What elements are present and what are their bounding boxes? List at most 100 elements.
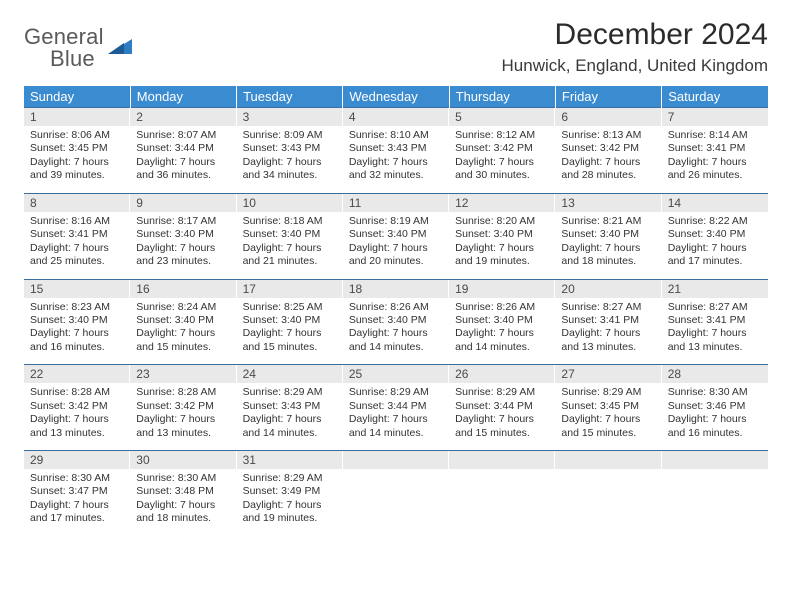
sunset-line: Sunset: 3:45 PM (30, 142, 124, 155)
sunset-line: Sunset: 3:42 PM (561, 142, 655, 155)
day-body: Sunrise: 8:30 AMSunset: 3:46 PMDaylight:… (662, 383, 768, 450)
sunrise-line: Sunrise: 8:13 AM (561, 129, 655, 142)
day-number: 8 (24, 194, 130, 212)
calendar-day-cell (555, 451, 661, 536)
day-body: Sunrise: 8:17 AMSunset: 3:40 PMDaylight:… (130, 212, 236, 279)
daylight-line: Daylight: 7 hours and 14 minutes. (349, 327, 443, 354)
daylight-line: Daylight: 7 hours and 15 minutes. (136, 327, 230, 354)
sunset-line: Sunset: 3:40 PM (30, 314, 124, 327)
calendar-day-cell: 17Sunrise: 8:25 AMSunset: 3:40 PMDayligh… (237, 279, 343, 365)
daylight-line: Daylight: 7 hours and 13 minutes. (136, 413, 230, 440)
day-number: 3 (237, 108, 343, 126)
calendar-day-cell: 2Sunrise: 8:07 AMSunset: 3:44 PMDaylight… (130, 108, 236, 194)
calendar-day-cell (449, 451, 555, 536)
weekday-header: Friday (555, 86, 661, 108)
sunrise-line: Sunrise: 8:10 AM (349, 129, 443, 142)
daylight-line: Daylight: 7 hours and 32 minutes. (349, 156, 443, 183)
sunrise-line: Sunrise: 8:26 AM (455, 301, 549, 314)
daylight-line: Daylight: 7 hours and 30 minutes. (455, 156, 549, 183)
calendar-day-cell: 6Sunrise: 8:13 AMSunset: 3:42 PMDaylight… (555, 108, 661, 194)
sunset-line: Sunset: 3:41 PM (668, 142, 762, 155)
day-number: 16 (130, 280, 236, 298)
day-body: Sunrise: 8:30 AMSunset: 3:48 PMDaylight:… (130, 469, 236, 536)
day-body: Sunrise: 8:27 AMSunset: 3:41 PMDaylight:… (555, 298, 661, 365)
header: General Blue December 2024 Hunwick, Engl… (24, 18, 768, 76)
daylight-line: Daylight: 7 hours and 26 minutes. (668, 156, 762, 183)
weekday-header-row: Sunday Monday Tuesday Wednesday Thursday… (24, 86, 768, 108)
daylight-line: Daylight: 7 hours and 13 minutes. (561, 327, 655, 354)
daylight-line: Daylight: 7 hours and 25 minutes. (30, 242, 124, 269)
sunrise-line: Sunrise: 8:30 AM (668, 386, 762, 399)
day-number: 2 (130, 108, 236, 126)
sunrise-line: Sunrise: 8:09 AM (243, 129, 337, 142)
calendar-day-cell: 28Sunrise: 8:30 AMSunset: 3:46 PMDayligh… (662, 365, 768, 451)
calendar-day-cell: 15Sunrise: 8:23 AMSunset: 3:40 PMDayligh… (24, 279, 130, 365)
sunset-line: Sunset: 3:44 PM (455, 400, 549, 413)
day-body: Sunrise: 8:21 AMSunset: 3:40 PMDaylight:… (555, 212, 661, 279)
calendar-day-cell: 4Sunrise: 8:10 AMSunset: 3:43 PMDaylight… (343, 108, 449, 194)
daylight-line: Daylight: 7 hours and 36 minutes. (136, 156, 230, 183)
day-body (343, 469, 449, 531)
day-number: 15 (24, 280, 130, 298)
day-body: Sunrise: 8:28 AMSunset: 3:42 PMDaylight:… (130, 383, 236, 450)
sunrise-line: Sunrise: 8:29 AM (455, 386, 549, 399)
daylight-line: Daylight: 7 hours and 14 minutes. (349, 413, 443, 440)
calendar-day-cell: 1Sunrise: 8:06 AMSunset: 3:45 PMDaylight… (24, 108, 130, 194)
sunset-line: Sunset: 3:40 PM (243, 314, 337, 327)
daylight-line: Daylight: 7 hours and 13 minutes. (30, 413, 124, 440)
sunrise-line: Sunrise: 8:21 AM (561, 215, 655, 228)
day-body (555, 469, 661, 531)
day-number: 20 (555, 280, 661, 298)
calendar-day-cell: 31Sunrise: 8:29 AMSunset: 3:49 PMDayligh… (237, 451, 343, 536)
sunrise-line: Sunrise: 8:29 AM (561, 386, 655, 399)
calendar-day-cell: 10Sunrise: 8:18 AMSunset: 3:40 PMDayligh… (237, 193, 343, 279)
day-number (555, 451, 661, 469)
day-body: Sunrise: 8:18 AMSunset: 3:40 PMDaylight:… (237, 212, 343, 279)
day-body: Sunrise: 8:09 AMSunset: 3:43 PMDaylight:… (237, 126, 343, 193)
calendar-day-cell: 11Sunrise: 8:19 AMSunset: 3:40 PMDayligh… (343, 193, 449, 279)
day-body: Sunrise: 8:24 AMSunset: 3:40 PMDaylight:… (130, 298, 236, 365)
day-number: 30 (130, 451, 236, 469)
calendar-day-cell: 5Sunrise: 8:12 AMSunset: 3:42 PMDaylight… (449, 108, 555, 194)
calendar-day-cell: 18Sunrise: 8:26 AMSunset: 3:40 PMDayligh… (343, 279, 449, 365)
sunset-line: Sunset: 3:42 PM (30, 400, 124, 413)
day-body: Sunrise: 8:29 AMSunset: 3:43 PMDaylight:… (237, 383, 343, 450)
sunset-line: Sunset: 3:41 PM (668, 314, 762, 327)
weekday-header: Monday (130, 86, 236, 108)
day-number: 27 (555, 365, 661, 383)
sunset-line: Sunset: 3:43 PM (349, 142, 443, 155)
calendar-day-cell: 7Sunrise: 8:14 AMSunset: 3:41 PMDaylight… (662, 108, 768, 194)
calendar-week-row: 15Sunrise: 8:23 AMSunset: 3:40 PMDayligh… (24, 279, 768, 365)
daylight-line: Daylight: 7 hours and 19 minutes. (455, 242, 549, 269)
day-number (449, 451, 555, 469)
title-block: December 2024 Hunwick, England, United K… (502, 18, 768, 76)
sunrise-line: Sunrise: 8:25 AM (243, 301, 337, 314)
daylight-line: Daylight: 7 hours and 23 minutes. (136, 242, 230, 269)
sunrise-line: Sunrise: 8:30 AM (30, 472, 124, 485)
sunset-line: Sunset: 3:48 PM (136, 485, 230, 498)
sunset-line: Sunset: 3:44 PM (349, 400, 443, 413)
calendar-week-row: 8Sunrise: 8:16 AMSunset: 3:41 PMDaylight… (24, 193, 768, 279)
day-number: 24 (237, 365, 343, 383)
day-body: Sunrise: 8:29 AMSunset: 3:49 PMDaylight:… (237, 469, 343, 536)
weekday-header: Tuesday (237, 86, 343, 108)
calendar-week-row: 29Sunrise: 8:30 AMSunset: 3:47 PMDayligh… (24, 451, 768, 536)
day-body: Sunrise: 8:13 AMSunset: 3:42 PMDaylight:… (555, 126, 661, 193)
sunset-line: Sunset: 3:42 PM (455, 142, 549, 155)
day-number: 31 (237, 451, 343, 469)
calendar-day-cell: 30Sunrise: 8:30 AMSunset: 3:48 PMDayligh… (130, 451, 236, 536)
day-body: Sunrise: 8:28 AMSunset: 3:42 PMDaylight:… (24, 383, 130, 450)
day-body: Sunrise: 8:26 AMSunset: 3:40 PMDaylight:… (343, 298, 449, 365)
sunrise-line: Sunrise: 8:12 AM (455, 129, 549, 142)
day-number: 28 (662, 365, 768, 383)
calendar-day-cell: 23Sunrise: 8:28 AMSunset: 3:42 PMDayligh… (130, 365, 236, 451)
day-number: 12 (449, 194, 555, 212)
day-number (662, 451, 768, 469)
sunrise-line: Sunrise: 8:16 AM (30, 215, 124, 228)
sunrise-line: Sunrise: 8:07 AM (136, 129, 230, 142)
calendar-day-cell (662, 451, 768, 536)
sunrise-line: Sunrise: 8:23 AM (30, 301, 124, 314)
daylight-line: Daylight: 7 hours and 14 minutes. (243, 413, 337, 440)
calendar-week-row: 1Sunrise: 8:06 AMSunset: 3:45 PMDaylight… (24, 108, 768, 194)
sunrise-line: Sunrise: 8:06 AM (30, 129, 124, 142)
